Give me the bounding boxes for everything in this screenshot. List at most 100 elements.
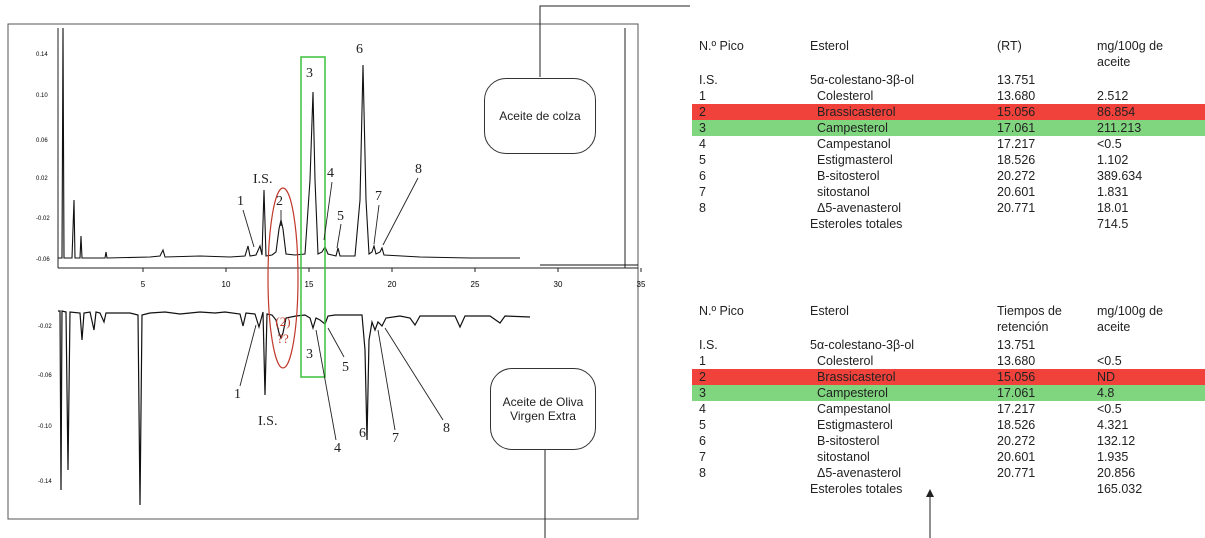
- peak-label-bottom-8: 8: [443, 421, 450, 436]
- cell-rt: 13.751: [997, 73, 1036, 87]
- cell-peak: I.S.: [699, 73, 718, 87]
- arrow-bottom-4: [315, 329, 337, 441]
- cell-peak: I.S.: [699, 338, 718, 352]
- y-tick-label: -0.02: [36, 216, 50, 222]
- cell-sterol: sitostanol: [817, 185, 870, 199]
- cell-sterol: 5α-colestano-3β-ol: [810, 73, 915, 87]
- table-row: 4 Campestanol 17.217 <0.5: [692, 401, 1205, 417]
- table-row: 3 Campesterol 17.061 211.213: [692, 120, 1205, 136]
- cell-peak: 4: [699, 402, 706, 416]
- arrow-top-7: [373, 204, 380, 245]
- chromatogram-chart: 5 10 15 20 25 30 35 0.140.100.060.02-0.02-0.06…: [7, 5, 690, 538]
- cell-mg: <0.5: [1097, 137, 1122, 151]
- arrow-top-1: [242, 209, 255, 248]
- cell-peak: 5: [699, 153, 706, 167]
- arrow-top-8: [382, 177, 419, 246]
- cell-peak: 8: [699, 201, 706, 215]
- peak-label-bottom-5: 5: [342, 360, 349, 375]
- peak-label-top-3: 3: [306, 66, 313, 81]
- header-peak: N.º Pico: [699, 39, 744, 53]
- cell-rt: 18.526: [997, 153, 1036, 167]
- y-tick-label: 0.14: [36, 52, 48, 58]
- peak-label-top-2: 2: [276, 194, 283, 209]
- table-row: 1 Colesterol 13.680 <0.5: [692, 353, 1205, 369]
- cell-rt: 20.601: [997, 450, 1036, 464]
- cell-sterol: Brassicasterol: [817, 370, 896, 384]
- cell-mg: 714.5: [1097, 217, 1129, 231]
- cell-sterol: 5α-colestano-3β-ol: [810, 338, 915, 352]
- arrow-bottom-7: [377, 329, 396, 431]
- y-tick-label: -0.10: [38, 424, 52, 430]
- x-tick-label: 20: [388, 280, 397, 289]
- cell-sterol: Estigmasterol: [817, 153, 893, 167]
- cell-sterol: Δ5-avenasterol: [817, 466, 902, 480]
- x-tick-label: 25: [471, 280, 480, 289]
- peak2-highlight-ellipse: [267, 187, 299, 369]
- cell-mg: 20.856: [1097, 466, 1136, 480]
- x-tick-label: 15: [305, 280, 314, 289]
- cell-peak: 5: [699, 418, 706, 432]
- x-axis-ticks: 5 10 15 20 25 30 35: [141, 268, 646, 289]
- table-row: 5 Estigmasterol 18.526 1.102: [692, 152, 1205, 168]
- cell-rt: 17.217: [997, 137, 1036, 151]
- cell-mg: 2.512: [1097, 89, 1129, 103]
- cell-sterol: Campesterol: [817, 121, 888, 135]
- table-row: I.S. 5α-colestano-3β-ol 13.751: [692, 72, 1205, 88]
- cell-rt: 20.601: [997, 185, 1036, 199]
- arrow-top-5: [336, 223, 342, 249]
- cell-sterol: Estigmasterol: [817, 418, 893, 432]
- table-row: 4 Campestanol 17.217 <0.5: [692, 136, 1205, 152]
- peak3-highlight-box: [300, 56, 326, 378]
- cell-mg: 4.321: [1097, 418, 1129, 432]
- cell-mg: 1.102: [1097, 153, 1129, 167]
- peak-label-bottom-3: 3: [306, 347, 313, 362]
- table-row: 6 B-sitosterol 20.272 132.12: [692, 433, 1205, 449]
- table-row: 7 sitostanol 20.601 1.831: [692, 184, 1205, 200]
- header-mg: mg/100g de aceite: [1097, 304, 1164, 334]
- cell-peak: 4: [699, 137, 706, 151]
- cell-rt: 20.771: [997, 201, 1036, 215]
- cell-sterol: sitostanol: [817, 450, 870, 464]
- x-tick-label: 10: [222, 280, 231, 289]
- cell-peak: 7: [699, 450, 706, 464]
- arrow-bottom-1: [239, 324, 257, 387]
- table-row: 8 Δ5-avenasterol 20.771 20.856: [692, 465, 1205, 481]
- cell-mg: 211.213: [1097, 121, 1142, 135]
- cell-rt: 20.272: [997, 169, 1036, 183]
- sterol-table-oliva: N.º Pico Esterol Tiempos de retención mg…: [692, 303, 1205, 497]
- header-mg: mg/100g de aceite: [1097, 39, 1164, 69]
- y-tick-label: -0.06: [38, 373, 52, 379]
- cell-sterol: Campestanol: [817, 402, 891, 416]
- cell-peak: 7: [699, 185, 706, 199]
- label-colza: Aceite de colza: [484, 78, 596, 154]
- header-peak: N.º Pico: [699, 304, 744, 318]
- cell-rt: 20.272: [997, 434, 1036, 448]
- cell-rt: 13.680: [997, 354, 1036, 368]
- cell-rt: 20.771: [997, 466, 1036, 480]
- cell-mg: 1.935: [1097, 450, 1129, 464]
- cell-peak: 2: [699, 105, 706, 119]
- sterol-table-colza: N.º Pico Esterol (RT) mg/100g de aceite …: [692, 38, 1205, 232]
- cell-sterol: Esteroles totales: [810, 482, 903, 496]
- cell-rt: 17.061: [997, 121, 1036, 135]
- cell-peak: 1: [699, 89, 706, 103]
- peak-label-bottom-4: 4: [334, 441, 341, 456]
- table-header: N.º Pico Esterol Tiempos de retención mg…: [692, 303, 1205, 337]
- cell-mg: 389.634: [1097, 169, 1143, 183]
- table-row: 3 Campesterol 17.061 4.8: [692, 385, 1205, 401]
- peak-label-bottom-6: 6: [359, 426, 366, 441]
- cell-sterol: Colesterol: [817, 89, 874, 103]
- cell-peak: 6: [699, 169, 706, 183]
- x-tick-label: 35: [637, 280, 646, 289]
- cell-mg: <0.5: [1097, 354, 1122, 368]
- cell-rt: 13.751: [997, 338, 1036, 352]
- cell-sterol: Campestanol: [817, 137, 891, 151]
- cell-mg: <0.5: [1097, 402, 1122, 416]
- cell-rt: 15.056: [997, 105, 1036, 119]
- arrow-bottom-5: [327, 327, 345, 358]
- peak-label-top-5: 5: [337, 209, 344, 224]
- y-axis-ticks-top: 0.14 0.10 0.06 0.02 -0.02 -0.06: [36, 52, 50, 263]
- cell-mg: 18.01: [1097, 201, 1129, 215]
- table-row: 7 sitostanol 20.601 1.935: [692, 449, 1205, 465]
- cell-mg: 86.854: [1097, 105, 1136, 119]
